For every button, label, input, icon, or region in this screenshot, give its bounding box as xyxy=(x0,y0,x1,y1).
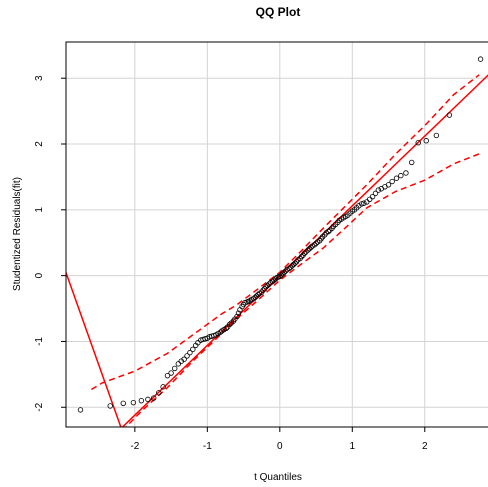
data-point xyxy=(260,287,266,293)
lower-fit-line xyxy=(66,272,122,427)
y-tick-label: -2 xyxy=(34,402,45,411)
data-point xyxy=(223,325,229,331)
data-point xyxy=(282,268,289,274)
data-point xyxy=(227,321,233,328)
y-tick-label: 3 xyxy=(34,75,45,81)
data-point xyxy=(393,175,400,181)
data-point xyxy=(361,200,367,206)
ci-upper-line xyxy=(91,74,480,391)
data-point xyxy=(298,253,305,260)
y-tick-label: 0 xyxy=(34,272,45,278)
y-tick-label: 2 xyxy=(34,141,45,147)
data-point xyxy=(168,370,174,376)
data-point xyxy=(415,139,421,146)
data-point xyxy=(211,332,217,339)
grid-lines xyxy=(66,42,488,427)
data-point xyxy=(107,403,113,409)
data-point xyxy=(217,329,224,335)
data-point xyxy=(187,349,193,356)
y-tick-label: -1 xyxy=(34,337,45,346)
chart-title: QQ Plot xyxy=(256,5,301,19)
data-point xyxy=(138,397,145,404)
data-point xyxy=(477,56,484,62)
data-point xyxy=(235,310,242,316)
y-axis-label: Studentized Residuals(fit) xyxy=(12,177,23,291)
data-point xyxy=(446,112,453,118)
data-point xyxy=(266,281,272,287)
data-point xyxy=(423,138,429,144)
data-point xyxy=(313,240,319,247)
plot-frame xyxy=(65,41,488,428)
data-point xyxy=(433,132,440,139)
data-point xyxy=(325,228,332,235)
data-point xyxy=(156,390,162,396)
data-point xyxy=(255,292,261,298)
data-point xyxy=(369,193,376,200)
data-point xyxy=(234,313,240,320)
data-point xyxy=(181,356,187,362)
x-tick-label: -2 xyxy=(130,441,139,452)
data-point xyxy=(364,199,370,205)
data-point xyxy=(120,400,126,407)
data-point xyxy=(292,260,298,266)
data-point xyxy=(145,396,151,403)
data-point xyxy=(366,196,373,202)
data-point xyxy=(409,159,415,166)
data-point xyxy=(389,178,395,185)
data-point xyxy=(190,346,196,353)
data-point xyxy=(130,399,137,406)
data-point xyxy=(359,201,365,207)
ci-lower-line xyxy=(124,153,480,427)
data-point xyxy=(202,336,208,342)
x-axis-ticks: -2 -1 0 1 2 xyxy=(130,427,428,452)
x-tick-label: 1 xyxy=(350,441,356,452)
x-axis-label: t Quantiles xyxy=(254,472,302,483)
data-point xyxy=(150,395,157,401)
data-point xyxy=(160,384,166,390)
y-axis-ticks: -2 -1 0 1 2 3 xyxy=(34,75,66,412)
x-tick-label: -1 xyxy=(203,441,212,452)
data-point xyxy=(175,361,182,367)
data-point xyxy=(375,187,382,193)
x-tick-label: 0 xyxy=(277,441,283,452)
data-point xyxy=(301,250,308,256)
data-point xyxy=(164,372,171,379)
data-point xyxy=(77,407,84,413)
data-points xyxy=(77,56,484,413)
confidence-band xyxy=(91,74,480,427)
data-point xyxy=(308,244,314,251)
data-point xyxy=(172,365,178,372)
data-point xyxy=(372,190,379,197)
data-point xyxy=(184,353,190,359)
data-point xyxy=(385,182,392,188)
data-point xyxy=(242,299,248,306)
data-point xyxy=(403,170,409,176)
data-point xyxy=(398,172,404,179)
x-tick-label: 2 xyxy=(422,441,428,452)
y-tick-label: 1 xyxy=(34,207,45,213)
